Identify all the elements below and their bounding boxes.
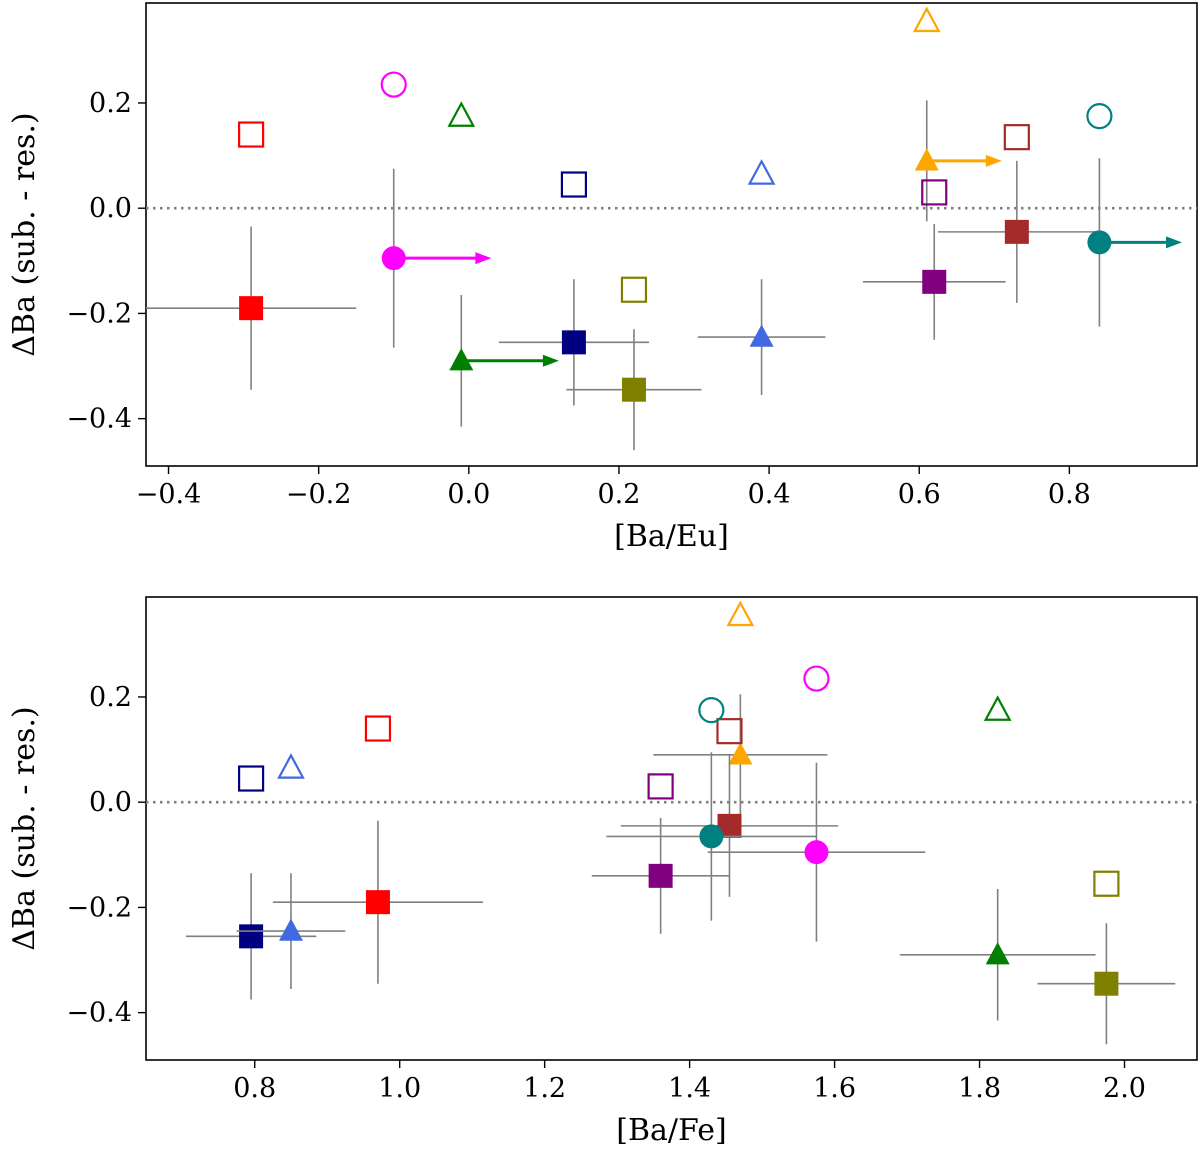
open-square-point — [1093, 870, 1120, 897]
open-square-point — [716, 718, 743, 745]
x-tick-label: 0.4 — [748, 479, 791, 510]
y-tick-label: 0.2 — [89, 88, 132, 119]
filled-circle-point — [699, 824, 724, 849]
open-square-point — [364, 715, 392, 742]
lower-limit-arrow-head — [542, 354, 559, 367]
y-axis-label: ΔBa (sub. - res.) — [7, 706, 42, 950]
open-square-point — [238, 121, 265, 148]
lower-limit-arrow-head — [1165, 236, 1182, 249]
x-tick-label: 1.4 — [668, 1073, 711, 1104]
filled-triangle-point — [278, 918, 303, 941]
filled-triangle-point — [449, 348, 474, 371]
x-tick-label: −0.4 — [136, 479, 202, 510]
x-axis-label: [Ba/Eu] — [614, 519, 729, 554]
filled-square-point — [648, 863, 673, 888]
x-tick-label: −0.2 — [286, 479, 352, 510]
filled-square-point — [239, 924, 264, 949]
plot-frame — [145, 596, 1198, 1061]
filled-square-point — [621, 377, 646, 402]
filled-circle-point — [804, 840, 829, 865]
x-tick-label: 1.6 — [813, 1073, 856, 1104]
open-triangle-point — [726, 600, 755, 627]
open-triangle-point — [983, 695, 1012, 721]
plot-frame — [145, 2, 1198, 467]
y-tick-label: 0.0 — [89, 193, 132, 224]
open-square-point — [620, 276, 648, 303]
x-axis-label: [Ba/Fe] — [616, 1113, 726, 1148]
lower-limit-arrow-head — [985, 154, 1002, 167]
x-tick-label: 0.2 — [597, 479, 640, 510]
filled-square-point — [365, 890, 390, 915]
open-triangle-point — [447, 101, 476, 127]
x-tick-label: 1.2 — [523, 1073, 566, 1104]
lower-limit-arrow-head — [475, 252, 492, 265]
x-tick-label: 0.0 — [447, 479, 490, 510]
y-tick-label: −0.4 — [66, 404, 132, 435]
filled-triangle-point — [985, 942, 1010, 965]
y-tick-label: −0.2 — [66, 298, 132, 329]
y-tick-label: 0.0 — [89, 787, 132, 818]
x-tick-label: 1.8 — [958, 1073, 1001, 1104]
open-square-point — [921, 179, 948, 206]
filled-triangle-point — [749, 324, 774, 347]
x-tick-label: 0.6 — [898, 479, 941, 510]
open-circle-point — [380, 71, 407, 98]
open-square-point — [238, 765, 265, 792]
open-circle-point — [1086, 103, 1113, 130]
open-circle-point — [803, 665, 830, 692]
open-square-point — [1003, 124, 1030, 151]
open-square-point — [647, 773, 674, 800]
filled-square-point — [561, 330, 586, 355]
open-triangle-point — [912, 6, 941, 33]
filled-square-point — [1004, 219, 1029, 244]
y-axis-label: ΔBa (sub. - res.) — [7, 112, 42, 356]
filled-circle-point — [381, 246, 406, 271]
open-triangle-point — [277, 753, 305, 779]
top-panel-ba-eu: −0.4 −0.2 0.0 0.2 0.4 0.6 0.8 −0.4 −0.2 0.0 0.2 [Ba… — [7, 2, 1198, 554]
x-tick-label: 1.0 — [378, 1073, 421, 1104]
open-triangle-point — [747, 159, 776, 185]
open-square-point — [560, 171, 588, 198]
filled-triangle-point — [914, 148, 939, 171]
y-tick-label: −0.4 — [66, 998, 132, 1029]
bottom-panel-ba-fe: 0.8 1.0 1.2 1.4 1.6 1.8 2.0 −0.4 −0.2 0.0 0.2 [Ba/F… — [7, 596, 1198, 1148]
filled-circle-point — [1087, 230, 1112, 255]
filled-square-point — [239, 296, 264, 321]
x-tick-label: 2.0 — [1103, 1073, 1146, 1104]
filled-square-point — [1094, 971, 1119, 996]
y-tick-label: −0.2 — [66, 892, 132, 923]
open-circle-point — [698, 697, 725, 724]
filled-triangle-point — [728, 742, 753, 765]
x-tick-label: 0.8 — [1048, 479, 1091, 510]
x-tick-label: 0.8 — [233, 1073, 276, 1104]
filled-square-point — [922, 269, 947, 294]
y-tick-label: 0.2 — [89, 682, 132, 713]
